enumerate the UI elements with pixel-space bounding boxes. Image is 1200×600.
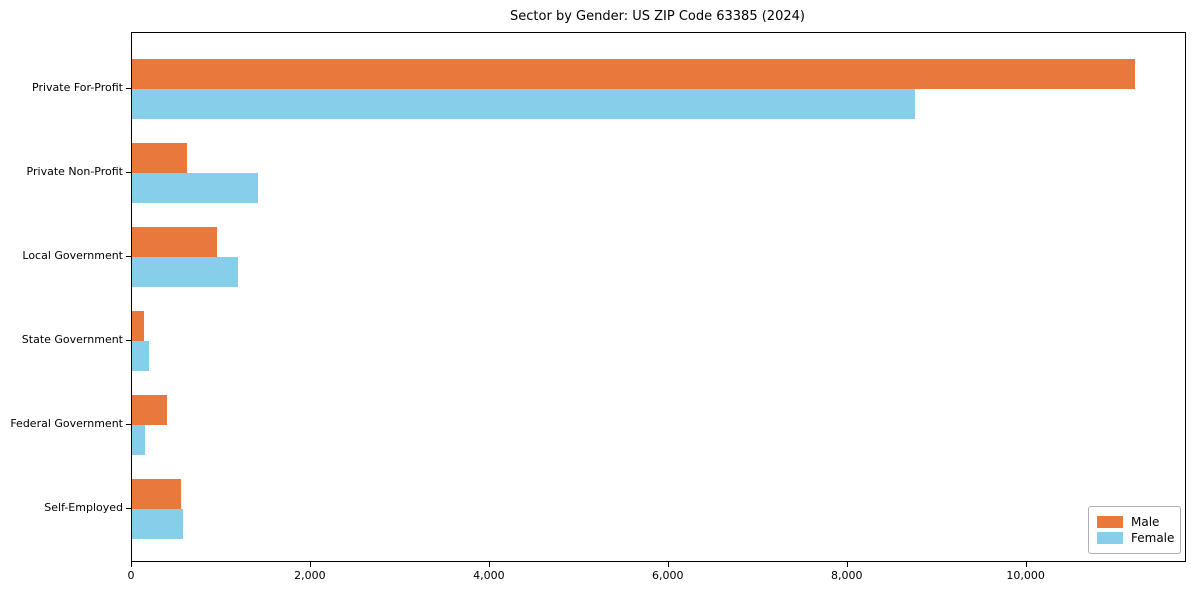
x-tick-label: 8,000 (830, 569, 863, 582)
x-tick-mark (846, 562, 848, 567)
bar-female-federal-government (132, 425, 145, 455)
x-tick-mark (131, 562, 132, 567)
y-tick-label: Local Government (22, 249, 123, 262)
bar-female-local-government (132, 257, 239, 287)
bar-male-self-employed (132, 479, 182, 509)
bar-male-private-for-profit (132, 59, 1135, 89)
legend: Male Female (1088, 506, 1181, 554)
legend-label: Female (1131, 531, 1175, 545)
bar-male-local-government (132, 227, 218, 257)
x-tick-mark (1025, 562, 1027, 567)
bar-female-private-for-profit (132, 89, 915, 119)
y-tick-mark (126, 340, 131, 341)
y-tick-label: State Government (21, 333, 123, 346)
bar-male-state-government (132, 311, 144, 341)
legend-item-female: Female (1097, 531, 1180, 545)
x-tick-mark (488, 562, 490, 567)
bar-female-state-government (132, 341, 149, 371)
bar-male-federal-government (132, 395, 167, 425)
y-tick-mark (126, 424, 131, 425)
x-tick-label: 10,000 (1006, 569, 1045, 582)
y-tick-mark (126, 172, 131, 173)
x-tick-mark (667, 562, 669, 567)
y-tick-mark (126, 508, 131, 509)
bar-female-private-non-profit (132, 173, 258, 203)
x-tick-label: 4,000 (473, 569, 505, 582)
y-tick-label: Private Non-Profit (26, 165, 123, 178)
chart-title: Sector by Gender: US ZIP Code 63385 (202… (510, 9, 805, 24)
legend-label: Male (1131, 515, 1160, 529)
bar-female-self-employed (132, 509, 183, 539)
x-tick-label: 2,000 (294, 569, 326, 582)
y-tick-mark (126, 88, 131, 89)
x-tick-mark (309, 562, 311, 567)
legend-swatch-male (1097, 516, 1123, 528)
bar-male-private-non-profit (132, 143, 188, 173)
y-tick-label: Self-Employed (44, 501, 123, 514)
x-tick-label: 6,000 (652, 569, 684, 582)
x-tick-label: 0 (127, 569, 135, 582)
plot-area (131, 32, 1186, 562)
y-tick-label: Private For-Profit (32, 81, 123, 94)
legend-swatch-female (1097, 532, 1123, 544)
y-tick-mark (126, 256, 131, 257)
y-tick-label: Federal Government (10, 417, 123, 430)
legend-item-male: Male (1097, 515, 1180, 529)
